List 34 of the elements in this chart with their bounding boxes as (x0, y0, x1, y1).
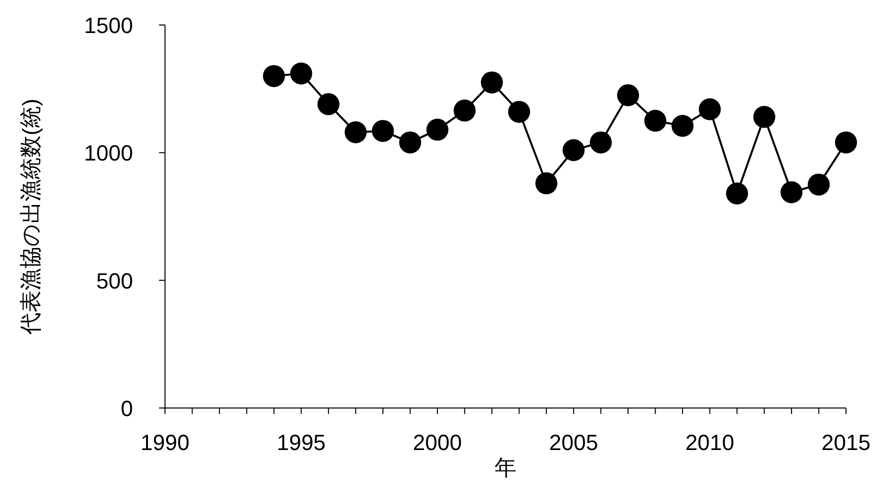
x-tick-label: 2000 (412, 430, 462, 455)
x-axis-title: 年 (494, 455, 516, 480)
point (454, 100, 476, 122)
point (426, 118, 448, 141)
point (590, 131, 612, 154)
point (698, 98, 721, 120)
point (780, 181, 803, 204)
x-tick-label: 1995 (276, 430, 326, 455)
point (344, 121, 367, 144)
y-tick-label: 0 (120, 396, 133, 421)
point (617, 84, 640, 106)
point (399, 131, 422, 154)
y-axis-title: 代表漁協の出漁統数(統) (18, 98, 43, 336)
y-tick-label: 500 (96, 268, 133, 294)
point (480, 71, 503, 94)
x-tick-label: 1990 (140, 430, 190, 455)
point (562, 139, 585, 162)
point (808, 174, 830, 196)
point (753, 106, 776, 128)
y-tick-label: 1000 (84, 140, 133, 166)
point (644, 110, 666, 132)
x-tick-label: 2010 (685, 430, 734, 455)
point (262, 65, 285, 88)
x-tick-label: 2005 (549, 430, 598, 455)
point (372, 120, 394, 142)
y-tick-label: 1500 (84, 13, 133, 38)
point (508, 100, 530, 123)
point (835, 131, 857, 154)
point (290, 62, 312, 85)
point (317, 93, 340, 116)
x-tick-label: 2015 (822, 430, 870, 455)
point (726, 182, 748, 205)
point (535, 172, 558, 194)
point (672, 114, 694, 137)
